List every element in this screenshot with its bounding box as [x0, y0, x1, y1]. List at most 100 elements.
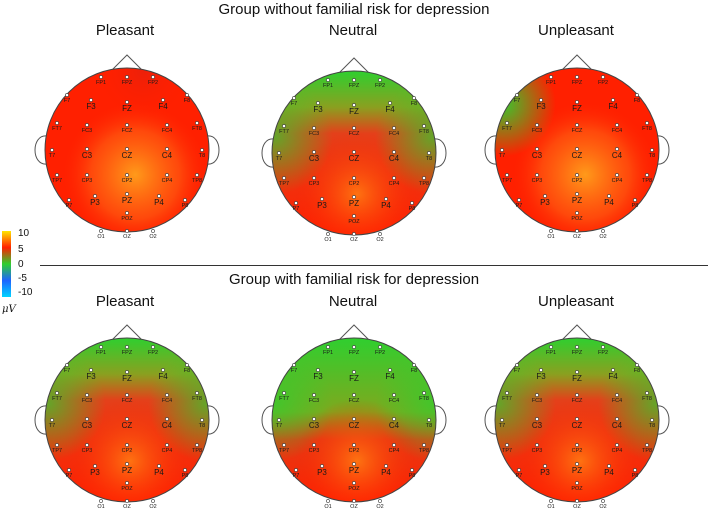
electrode-f4: F4 [385, 101, 395, 114]
electrode-p7: P7 [516, 198, 522, 209]
electrode-label-c3: C3 [82, 421, 93, 430]
electrode-label-cp2: CP2 [122, 178, 133, 184]
electrode-c4: C4 [612, 417, 623, 430]
electrode-oz: OZ [123, 229, 131, 240]
electrode-label-tp7: TP7 [52, 448, 62, 454]
electrode-ft8: FT8 [192, 121, 202, 132]
electrode-f7: F7 [64, 93, 70, 104]
electrode-label-p4: P4 [604, 198, 614, 207]
electrode-label-pz: PZ [122, 196, 132, 205]
right-ear-icon [656, 135, 670, 165]
electrode-f3: F3 [536, 98, 546, 111]
electrode-label-fp1: FP1 [323, 350, 333, 356]
electrode-label-tp8: TP8 [192, 448, 202, 454]
electrode-fp1: FP1 [546, 75, 556, 86]
nose-icon [337, 57, 371, 75]
electrode-fz: FZ [349, 103, 359, 116]
electrode-t7: T7 [276, 418, 282, 429]
electrode-label-fc4: FC4 [389, 398, 399, 404]
electrode-p7: P7 [66, 468, 72, 479]
electrode-label-p8: P8 [409, 206, 416, 212]
electrode-label-fp2: FP2 [598, 80, 608, 86]
electrode-label-fp2: FP2 [148, 350, 158, 356]
electrode-label-f4: F4 [608, 372, 618, 381]
electrode-label-oz: OZ [573, 504, 581, 508]
electrode-label-tp8: TP8 [192, 178, 202, 184]
electrode-label-fp1: FP1 [546, 80, 556, 86]
electrode-label-fp2: FP2 [375, 350, 385, 356]
right-ear-icon [656, 405, 670, 435]
electrode-f4: F4 [608, 98, 618, 111]
electrode-cz: CZ [122, 417, 132, 430]
electrode-ft7: FT7 [279, 391, 289, 402]
electrode-label-p3: P3 [540, 468, 550, 477]
electrode-label-c3: C3 [309, 154, 320, 163]
electrode-label-fz: FZ [349, 107, 359, 116]
electrode-fc4: FC4 [612, 393, 622, 404]
electrode-label-fpz: FPZ [572, 80, 583, 86]
electrode-label-poz: POZ [348, 219, 360, 225]
electrode-label-t8: T8 [649, 153, 655, 159]
electrode-pz: PZ [349, 195, 359, 208]
electrode-p7: P7 [66, 198, 72, 209]
electrode-c3: C3 [532, 417, 543, 430]
electrode-label-o1: O1 [97, 234, 104, 240]
electrode-f7: F7 [291, 363, 297, 374]
scale-tick-minus-10: -10 [18, 287, 33, 298]
electrode-fp1: FP1 [323, 78, 333, 89]
electrode-label-ft7: FT7 [279, 129, 289, 135]
electrode-label-fcz: FCZ [122, 398, 133, 404]
electrode-o2: O2 [149, 229, 157, 240]
nose-icon [337, 324, 371, 342]
electrode-label-fz: FZ [349, 374, 359, 383]
electrode-f8: F8 [411, 96, 417, 107]
electrode-label-o2: O2 [376, 504, 383, 508]
electrode-f4: F4 [608, 368, 618, 381]
electrode-label-fcz: FCZ [349, 131, 360, 137]
electrode-fpz: FPZ [572, 75, 583, 86]
electrode-f3: F3 [536, 368, 546, 381]
left-ear-icon [34, 135, 48, 165]
electrode-label-f8: F8 [411, 101, 417, 107]
electrode-label-t8: T8 [649, 423, 655, 429]
electrode-label-c4: C4 [389, 154, 400, 163]
electrode-label-o1: O1 [324, 237, 331, 243]
electrode-label-f8: F8 [184, 98, 190, 104]
electrode-fp2: FP2 [148, 75, 158, 86]
electrode-label-tp7: TP7 [502, 178, 512, 184]
electrode-p4: P4 [604, 194, 614, 207]
electrode-f4: F4 [158, 368, 168, 381]
electrode-tp8: TP8 [642, 443, 652, 454]
electrode-label-o2: O2 [599, 234, 606, 240]
electrode-label-fp1: FP1 [323, 83, 333, 89]
electrode-label-fc3: FC3 [82, 128, 92, 134]
electrode-label-ft8: FT8 [192, 126, 202, 132]
electrode-fc3: FC3 [82, 123, 92, 134]
electrode-p3: P3 [317, 464, 327, 477]
electrode-label-p3: P3 [317, 468, 327, 477]
electrode-label-tp7: TP7 [279, 181, 289, 187]
electrode-pz: PZ [122, 462, 132, 475]
electrode-label-cp4: CP4 [612, 448, 623, 454]
electrode-label-t7: T7 [499, 423, 505, 429]
electrode-fp2: FP2 [148, 345, 158, 356]
electrode-f7: F7 [64, 363, 70, 374]
electrode-fpz: FPZ [349, 78, 360, 89]
electrode-cp4: CP4 [389, 443, 399, 454]
electrode-t8: T8 [649, 418, 655, 429]
electrode-fc3: FC3 [532, 123, 542, 134]
electrode-label-fz: FZ [572, 374, 582, 383]
electrode-t8: T8 [199, 418, 205, 429]
electrode-poz: POZ [348, 214, 360, 225]
electrode-label-tp8: TP8 [642, 448, 652, 454]
electrode-fc3: FC3 [309, 393, 319, 404]
electrode-label-f4: F4 [385, 105, 395, 114]
electrode-label-ft8: FT8 [642, 126, 652, 132]
electrode-label-fp2: FP2 [148, 80, 158, 86]
electrode-cp2: CP2 [122, 443, 132, 454]
electrode-label-o1: O1 [547, 504, 554, 508]
group-title-no-risk: Group without familial risk for depressi… [218, 1, 490, 18]
electrode-tp7: TP7 [52, 443, 62, 454]
electrode-f8: F8 [634, 363, 640, 374]
